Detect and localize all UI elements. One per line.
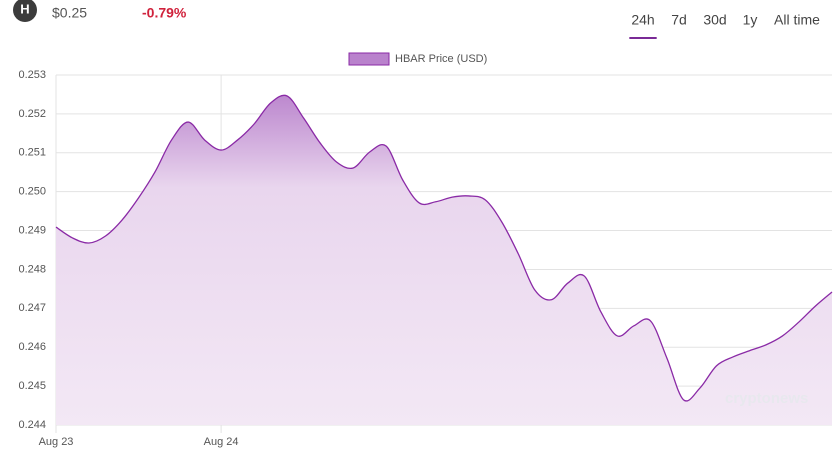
- watermark: cryptonews: [725, 390, 808, 407]
- y-tick-label: 0.244: [18, 419, 46, 431]
- tab[interactable]: 1y: [743, 12, 758, 28]
- active-tab-underline: [629, 37, 657, 39]
- y-tick-label: 0.245: [18, 380, 46, 392]
- x-tick-label: Aug 24: [204, 436, 239, 448]
- tab[interactable]: 7d: [671, 12, 687, 28]
- y-tick-label: 0.251: [18, 147, 46, 159]
- y-tick-label: 0.246: [18, 341, 46, 353]
- x-tick-label: Aug 23: [39, 436, 74, 448]
- price: $0.25: [52, 5, 87, 21]
- line: [55, 94, 833, 402]
- coin-icon: [13, 0, 37, 22]
- legend-swatch: [348, 52, 390, 66]
- price-change: -0.79%: [142, 5, 187, 21]
- coin-icon-letter: H: [20, 1, 29, 16]
- tab[interactable]: 24h: [631, 12, 654, 28]
- y-tick-label: 0.253: [18, 69, 46, 81]
- tab[interactable]: 30d: [703, 12, 726, 28]
- y-tick-label: 0.249: [18, 224, 46, 236]
- area: [56, 95, 832, 425]
- y-tick-label: 0.247: [18, 302, 46, 314]
- y-tick-label: 0.248: [18, 263, 46, 275]
- y-tick-label: 0.252: [18, 108, 46, 120]
- y-tick-label: 0.250: [18, 186, 46, 198]
- legend-label: HBAR Price (USD): [395, 53, 487, 65]
- tab[interactable]: All time: [774, 12, 820, 28]
